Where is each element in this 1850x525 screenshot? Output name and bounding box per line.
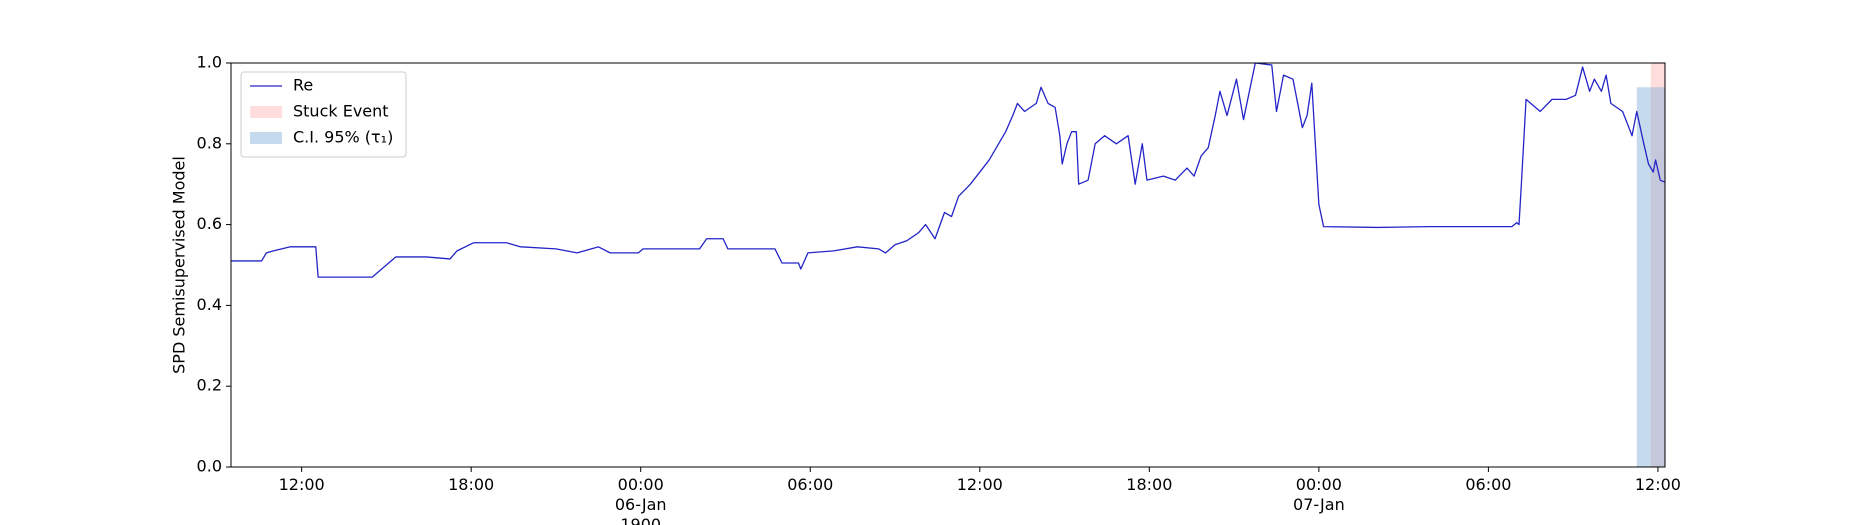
y-tick-label: 0.2 xyxy=(197,376,222,395)
y-tick-label: 0.8 xyxy=(197,133,222,152)
legend-swatch xyxy=(250,106,282,118)
y-tick-label: 0.4 xyxy=(197,295,222,314)
legend-box xyxy=(240,71,407,158)
x-tick-label: 12:00 xyxy=(957,475,1003,494)
y-tick-label: 1.0 xyxy=(197,53,222,72)
x-tick-label: 00:00 06-Jan 1900 xyxy=(615,475,667,525)
legend-label: Re xyxy=(293,76,313,95)
x-tick-label: 18:00 xyxy=(1126,475,1172,494)
x-tick-label: 06:00 xyxy=(1465,475,1511,494)
plot-frame xyxy=(230,62,1666,468)
region-band xyxy=(1636,87,1665,468)
y-tick-label: 0.0 xyxy=(197,457,222,476)
x-tick-label: 12:00 xyxy=(1635,475,1681,494)
legend-label: Stuck Event xyxy=(293,102,389,121)
data-line xyxy=(231,62,1666,278)
y-axis-label: SPD Semisupervised Model xyxy=(170,156,189,374)
legend-swatch xyxy=(250,132,282,144)
x-tick-label: 18:00 xyxy=(448,475,494,494)
x-tick-label: 00:00 07-Jan xyxy=(1293,475,1345,514)
y-tick-label: 0.6 xyxy=(197,214,222,233)
x-tick-label: 06:00 xyxy=(787,475,833,494)
legend-label: C.I. 95% (τ₁) xyxy=(293,128,393,147)
x-tick-label: 12:00 xyxy=(279,475,325,494)
